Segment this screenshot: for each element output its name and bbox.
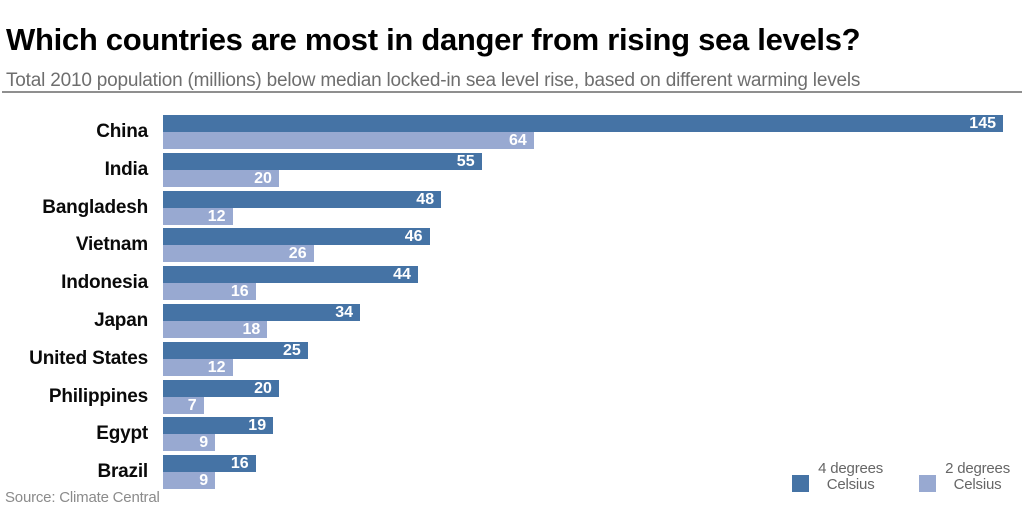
bar-2-degrees: 12 (163, 358, 233, 376)
bar-4-degrees: 46 (163, 228, 430, 246)
bar-2-degrees: 26 (163, 245, 314, 263)
category-label: Vietnam (75, 234, 148, 256)
bar-value-label: 7 (187, 396, 197, 414)
bar-value-label: 12 (207, 358, 226, 376)
bar-value-label: 48 (416, 190, 435, 208)
bar-2-degrees: 16 (163, 283, 256, 301)
bar-value-label: 55 (456, 152, 475, 170)
bar-group: 44 16 (163, 266, 1010, 301)
bar-2-degrees: 7 (163, 396, 204, 414)
chart-row: United States 25 12 (0, 341, 1010, 376)
bar-4-degrees: 19 (163, 417, 274, 435)
bar-group: 25 12 (163, 341, 1010, 376)
chart-row: Egypt 19 9 (0, 417, 1010, 452)
bar-group: 48 12 (163, 190, 1010, 225)
bar-group: 34 18 (163, 303, 1010, 338)
legend-label-line1: 2 degrees (945, 460, 1010, 477)
category-label: Japan (94, 309, 148, 331)
category-label: Egypt (96, 423, 148, 445)
bar-group: 46 26 (163, 228, 1010, 263)
chart-row: Japan 34 18 (0, 303, 1010, 338)
legend-label-4-degrees: 4 degrees Celsius (818, 461, 883, 493)
category-label: India (104, 158, 149, 180)
bar-value-label: 12 (207, 207, 226, 225)
bar-4-degrees: 34 (163, 303, 360, 321)
chart-row: India 55 20 (0, 152, 1010, 187)
bar-4-degrees: 16 (163, 455, 256, 473)
bar-4-degrees: 20 (163, 379, 279, 397)
legend-item-4-degrees: 4 degrees Celsius (792, 461, 883, 493)
bar-2-degrees: 9 (163, 472, 216, 490)
source-note: Source: Climate Central (5, 489, 160, 506)
bar-value-label: 16 (230, 455, 249, 473)
bar-group: 16 9 (163, 455, 1010, 490)
bar-value-label: 26 (288, 245, 307, 263)
chart-row: Bangladesh 48 12 (0, 190, 1010, 225)
bar-4-degrees: 48 (163, 190, 442, 208)
chart-row: Philippines 20 7 (0, 379, 1010, 414)
bar-value-label: 16 (230, 283, 249, 301)
category-label: United States (29, 347, 148, 369)
bar-2-degrees: 20 (163, 169, 279, 187)
bar-value-label: 64 (509, 132, 527, 149)
bar-value-label: 25 (283, 341, 301, 359)
bar-group: 19 9 (163, 417, 1010, 452)
bar-2-degrees: 18 (163, 320, 268, 338)
bar-group: 20 7 (163, 379, 1010, 414)
bar-value-label: 20 (254, 169, 272, 187)
bar-value-label: 20 (254, 379, 272, 397)
header-divider (2, 91, 1022, 93)
chart-row: Vietnam 46 26 (0, 228, 1010, 263)
legend-label-2-degrees: 2 degrees Celsius (945, 461, 1010, 493)
bar-4-degrees: 55 (163, 152, 482, 170)
legend: 4 degrees Celsius 2 degrees Celsius (792, 461, 1010, 493)
bar-4-degrees: 44 (163, 266, 418, 284)
category-label: Bangladesh (42, 196, 148, 218)
bar-value-label: 46 (404, 228, 423, 246)
chart-row: Indonesia 44 16 (0, 266, 1010, 301)
chart-row: Brazil 16 9 (0, 455, 1010, 490)
bar-value-label: 19 (248, 417, 267, 435)
bar-value-label: 9 (199, 472, 209, 490)
bar-2-degrees: 12 (163, 207, 233, 225)
chart-row: China 145 64 (0, 115, 1010, 149)
legend-swatch-2-degrees-icon (919, 475, 937, 492)
bar-2-degrees: 64 (163, 132, 534, 149)
category-label: Indonesia (61, 272, 148, 294)
bar-value-label: 145 (969, 115, 996, 132)
bar-4-degrees: 25 (163, 341, 308, 359)
legend-label-line2: Celsius (953, 476, 1002, 493)
bar-2-degrees: 9 (163, 434, 216, 452)
legend-item-2-degrees: 2 degrees Celsius (919, 461, 1010, 493)
bar-group: 145 64 (163, 115, 1010, 149)
bar-chart: China 145 64 India 55 20 Bangladesh 48 12 Vietnam… (0, 115, 1010, 493)
chart-title: Which countries are most in danger from … (6, 22, 861, 57)
legend-label-line2: Celsius (826, 476, 875, 493)
legend-swatch-4-degrees-icon (792, 475, 810, 492)
bar-group: 55 20 (163, 152, 1010, 187)
bar-4-degrees: 145 (163, 115, 1003, 132)
bar-value-label: 34 (335, 303, 353, 321)
category-label: Brazil (97, 461, 148, 483)
legend-label-line1: 4 degrees (818, 460, 884, 477)
chart-subtitle: Total 2010 population (millions) below m… (6, 70, 861, 91)
category-label: Philippines (48, 385, 148, 407)
bar-value-label: 44 (393, 266, 411, 284)
category-label: China (96, 121, 148, 142)
bar-value-label: 18 (242, 320, 261, 338)
bar-value-label: 9 (199, 434, 209, 452)
